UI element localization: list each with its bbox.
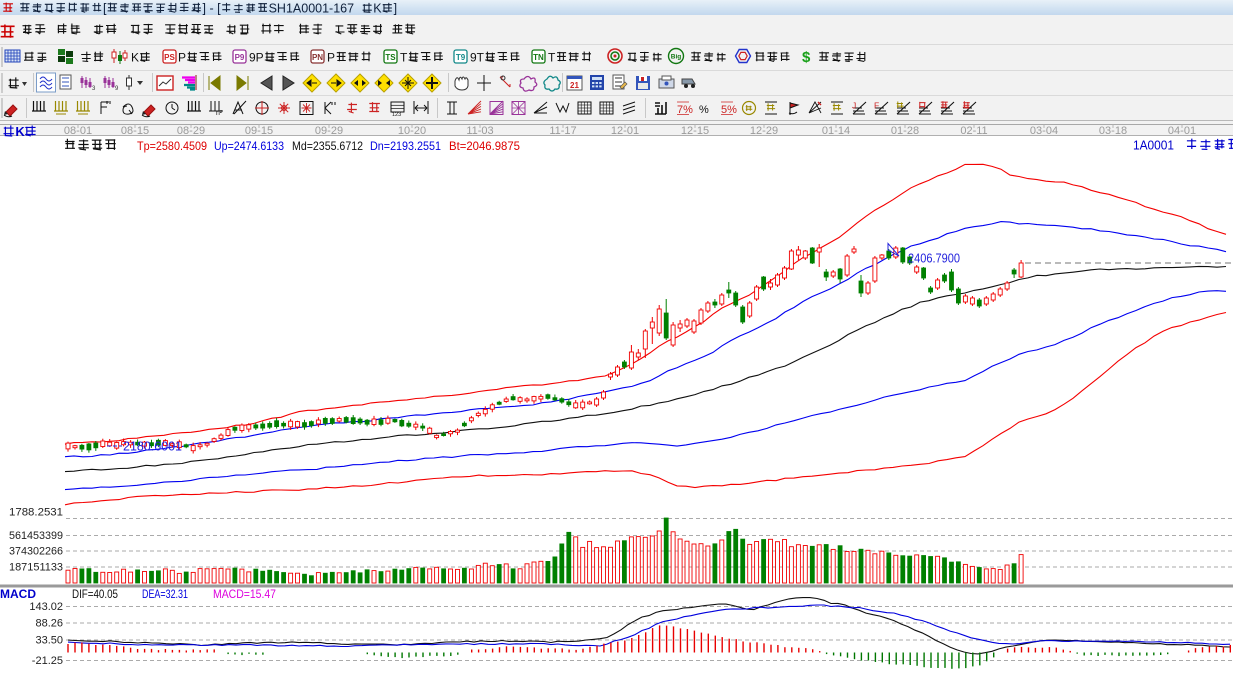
svg-text:7%: 7% [677,104,693,116]
svg-text:1788.2531: 1788.2531 [9,507,63,519]
svg-text:K: K [131,51,139,65]
svg-text:J: J [852,100,856,110]
svg-text:33.50: 33.50 [35,635,63,647]
svg-text:DEA=32.31: DEA=32.31 [142,587,188,601]
svg-text:TN: TN [533,53,544,62]
svg-text:09-15: 09-15 [245,125,273,137]
svg-text:374302266: 374302266 [9,546,63,558]
svg-text:9: 9 [115,86,119,92]
svg-text:$: $ [802,49,811,66]
svg-text:Big: Big [671,54,682,61]
svg-text:K: K [373,1,382,15]
svg-text:T9: T9 [456,53,466,62]
svg-text:9T: 9T [470,51,485,65]
svg-text:2180.6001: 2180.6001 [123,440,182,454]
svg-text:3: 3 [92,86,96,92]
svg-text:01-28: 01-28 [891,125,919,137]
svg-text:123: 123 [392,112,401,118]
svg-text:01-14: 01-14 [822,125,850,137]
svg-text:12-15: 12-15 [681,125,709,137]
svg-text:04-01: 04-01 [1168,125,1196,137]
svg-text:F: F [874,100,879,110]
svg-text:MACD=15.47: MACD=15.47 [213,587,276,601]
svg-text:02-11: 02-11 [960,125,987,137]
svg-text:[: [ [103,1,107,15]
svg-text:08-01: 08-01 [64,125,92,137]
svg-text:-21.25: -21.25 [32,655,63,667]
svg-text:11-17: 11-17 [549,125,576,137]
svg-text:Tp=2580.4509: Tp=2580.4509 [137,139,207,153]
svg-text:12-01: 12-01 [611,125,639,137]
svg-text:%: % [699,104,709,116]
svg-text:561453399: 561453399 [9,530,63,542]
svg-text:DIF=40.05: DIF=40.05 [72,587,118,601]
svg-text:09-29: 09-29 [315,125,343,137]
svg-text:08-29: 08-29 [177,125,205,137]
svg-text:K: K [15,124,25,139]
svg-text:PN: PN [312,53,323,62]
svg-text:Md=2355.6712: Md=2355.6712 [292,139,363,153]
svg-text:SH1A0001-167: SH1A0001-167 [269,1,355,15]
svg-text:88.26: 88.26 [35,618,63,630]
svg-text:n²: n² [216,110,223,117]
svg-text:1A0001: 1A0001 [1133,138,1174,153]
svg-text:TS: TS [385,53,396,62]
svg-text:187151133: 187151133 [9,562,63,574]
svg-text:Dn=2193.2551: Dn=2193.2551 [370,139,441,153]
svg-text:11-03: 11-03 [466,125,493,137]
svg-text:03-04: 03-04 [1030,125,1058,137]
svg-text:03-18: 03-18 [1099,125,1127,137]
svg-text:2406.7900: 2406.7900 [908,252,960,266]
svg-text:P: P [327,51,335,65]
svg-text:Bt=2046.9875: Bt=2046.9875 [449,139,520,153]
svg-text:10-20: 10-20 [398,125,426,137]
svg-text:21: 21 [570,81,579,90]
svg-text:5%: 5% [721,104,737,116]
svg-text:] - [: ] - [ [203,1,222,15]
svg-text:9P: 9P [249,51,264,65]
svg-text:143.02: 143.02 [29,601,63,613]
svg-text:P: P [178,51,186,65]
svg-text:08-15: 08-15 [121,125,149,137]
svg-text:T: T [400,51,408,65]
svg-text:PS: PS [164,53,175,62]
svg-text:P9: P9 [235,53,245,62]
svg-text:T: T [548,51,556,65]
svg-text:]: ] [394,1,397,15]
svg-text:MACD: MACD [0,587,36,601]
svg-text:Up=2474.6133: Up=2474.6133 [214,139,284,153]
svg-text:12-29: 12-29 [750,125,778,137]
